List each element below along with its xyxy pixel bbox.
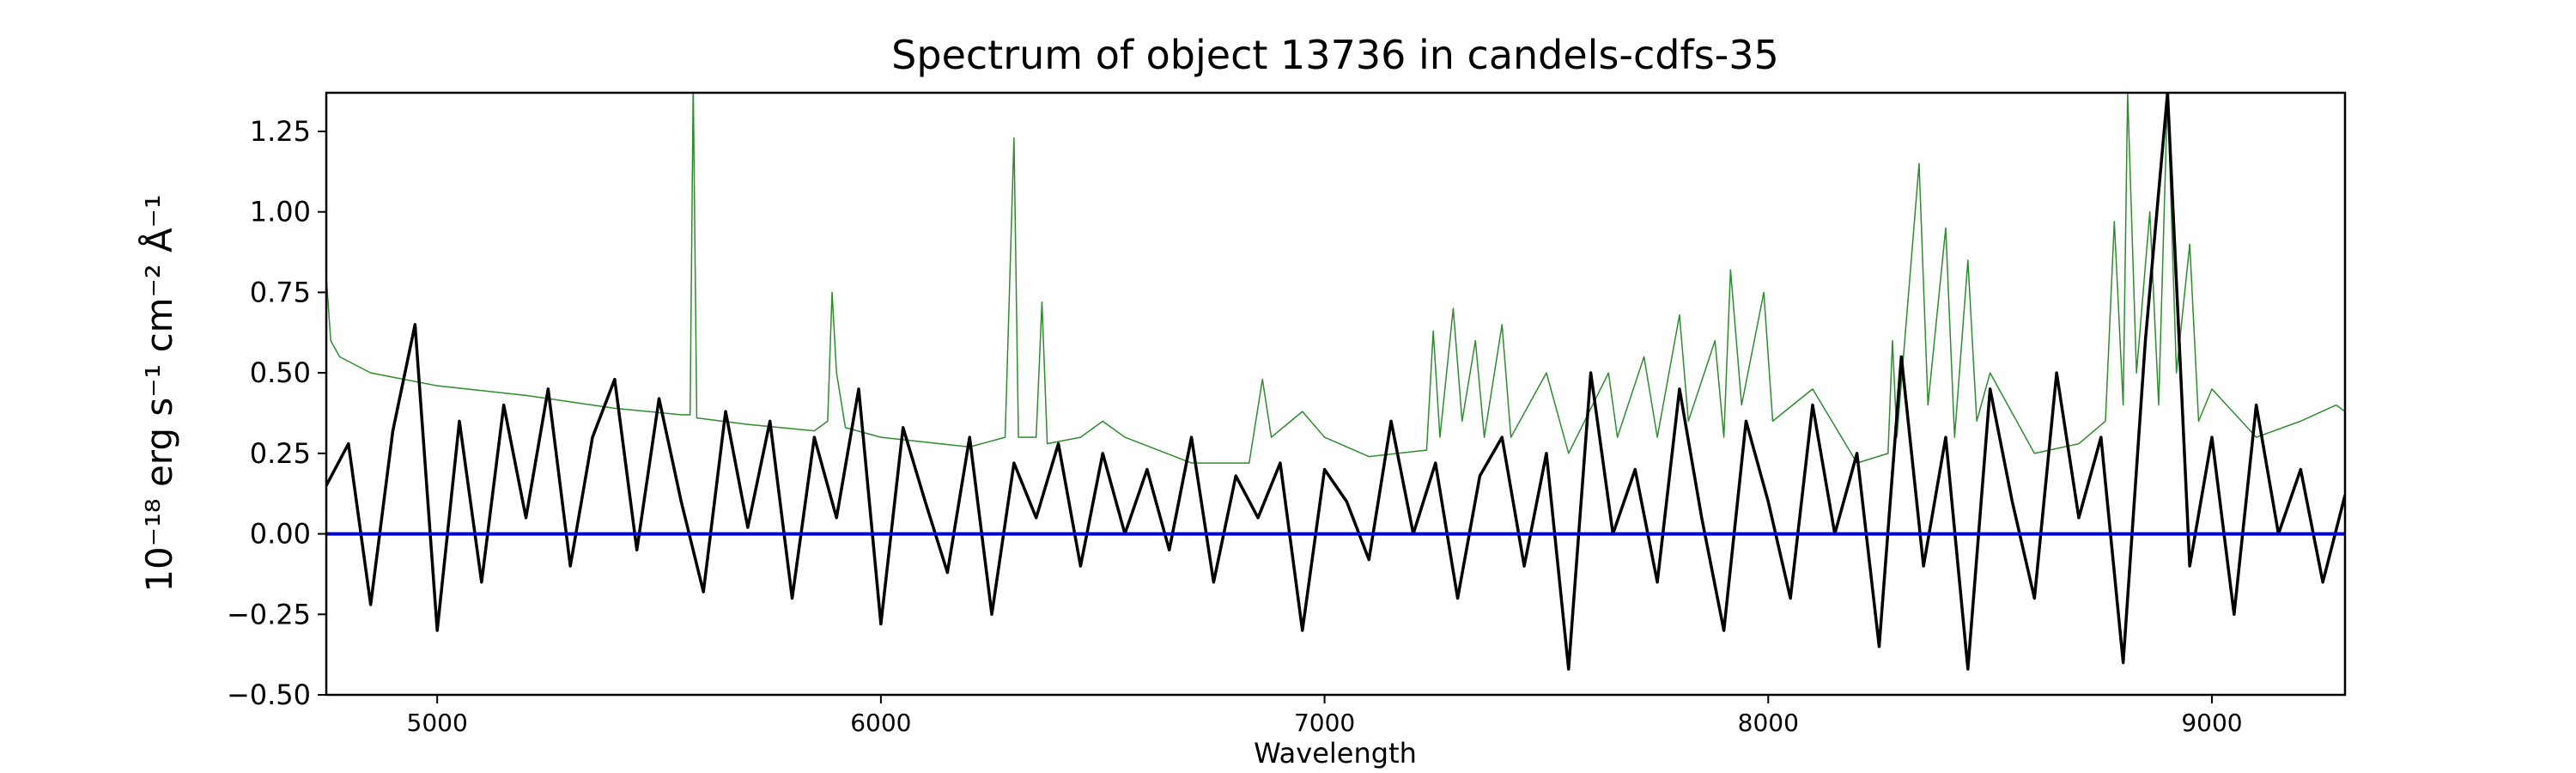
x-tick-label: 9000	[2181, 709, 2242, 737]
plot-area	[326, 93, 2345, 671]
x-tick-label: 5000	[407, 709, 468, 737]
y-tick-label: 0.00	[250, 518, 311, 551]
x-tick-label: 6000	[850, 709, 911, 737]
y-tick-label: 0.25	[250, 437, 311, 470]
y-axis-label: 10⁻¹⁸ erg s⁻¹ cm⁻² Å⁻¹	[137, 194, 180, 592]
y-tick-label: 1.00	[250, 196, 311, 228]
x-tick-label: 8000	[1738, 709, 1799, 737]
chart-title: Spectrum of object 13736 in candels-cdfs…	[891, 32, 1779, 78]
y-tick-label: 1.25	[250, 115, 311, 148]
axes-frame	[325, 91, 2347, 697]
y-tick-label: −0.50	[227, 679, 311, 711]
spectrum-line	[326, 93, 2345, 464]
y-tick-label: 0.50	[250, 356, 311, 389]
y-tick-label: 0.75	[250, 276, 311, 308]
x-axis-label: Wavelength	[1254, 737, 1417, 770]
x-tick-label: 7000	[1294, 709, 1355, 737]
spectrum-line	[326, 93, 2345, 671]
y-tick-label: −0.25	[227, 598, 311, 630]
